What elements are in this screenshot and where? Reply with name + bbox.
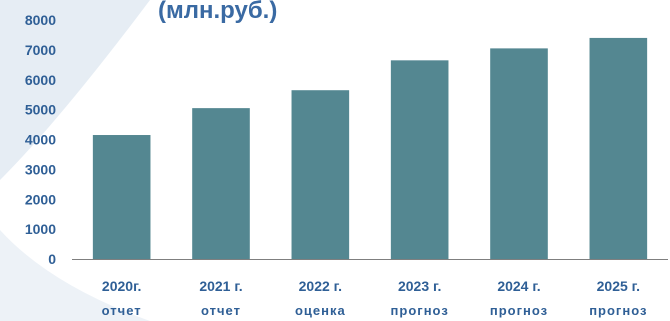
bar-1 bbox=[192, 108, 250, 259]
x-category-sublabel: прогноз bbox=[589, 303, 647, 318]
x-axis-labels: 2020г. отчет 2021 г. отчет 2022 г. оценка 2023… bbox=[102, 278, 647, 318]
y-tick-label: 4000 bbox=[25, 132, 56, 148]
background-accent bbox=[0, 0, 150, 180]
y-tick-label: 7000 bbox=[25, 42, 56, 58]
x-category-sublabel: прогноз bbox=[490, 303, 548, 318]
y-tick-label: 0 bbox=[48, 251, 56, 267]
x-category-label: 2022 г. bbox=[299, 278, 342, 294]
y-tick-label: 6000 bbox=[25, 72, 56, 88]
bar-2 bbox=[291, 90, 350, 259]
bar-0 bbox=[92, 135, 151, 259]
x-category-label: 2023 г. bbox=[398, 278, 441, 294]
x-category-label: 2021 г. bbox=[199, 278, 242, 294]
bar-5 bbox=[589, 37, 648, 259]
x-category-label: 2025 г. bbox=[597, 278, 640, 294]
y-tick-label: 3000 bbox=[25, 161, 56, 177]
y-axis-ticks: 0 1000 2000 3000 4000 5000 6000 7000 8000 bbox=[25, 12, 56, 267]
chart-title: (млн.руб.) bbox=[158, 0, 277, 24]
bars bbox=[92, 37, 648, 259]
x-category-sublabel: оценка bbox=[295, 303, 346, 318]
y-tick-label: 2000 bbox=[25, 191, 56, 207]
bar-4 bbox=[490, 48, 548, 259]
y-tick-label: 5000 bbox=[25, 102, 56, 118]
background-accent-lower bbox=[0, 230, 150, 321]
y-tick-label: 8000 bbox=[25, 12, 56, 28]
x-category-sublabel: отчет bbox=[102, 303, 142, 318]
x-category-label: 2020г. bbox=[102, 278, 141, 294]
x-category-sublabel: прогноз bbox=[391, 303, 449, 318]
x-category-label: 2024 г. bbox=[497, 278, 540, 294]
x-category-sublabel: отчет bbox=[201, 303, 241, 318]
y-tick-label: 1000 bbox=[25, 221, 56, 237]
bar-3 bbox=[390, 60, 449, 259]
